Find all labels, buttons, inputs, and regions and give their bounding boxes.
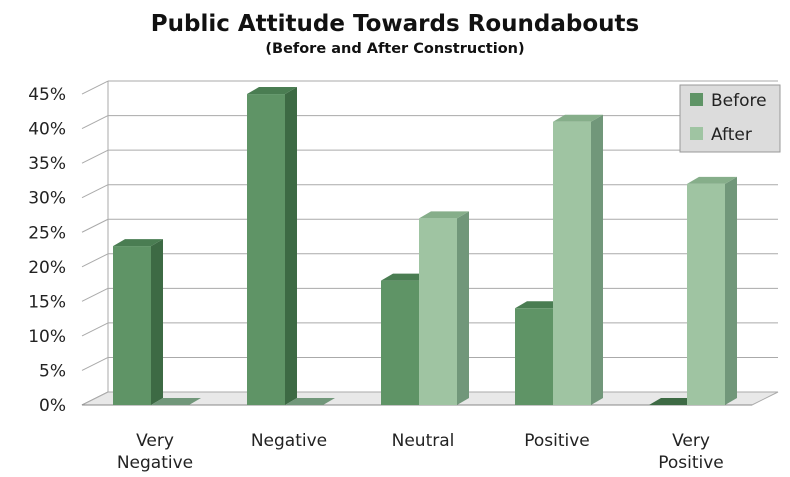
x-tick-label: Very Positive bbox=[658, 431, 724, 473]
y-tick-label: 10% bbox=[28, 327, 66, 347]
y-tick-label: 5% bbox=[39, 361, 66, 381]
y-tick-label: 45% bbox=[28, 85, 66, 105]
chart-subtitle: (Before and After Construction) bbox=[265, 41, 524, 57]
bar-after-3 bbox=[553, 114, 603, 405]
y-tick-label: 15% bbox=[28, 292, 66, 312]
x-tick-label: Neutral bbox=[392, 431, 455, 451]
bar-after-4 bbox=[687, 176, 737, 405]
bars bbox=[113, 87, 737, 406]
legend: Before After bbox=[679, 84, 781, 153]
x-tick-label: Positive bbox=[524, 431, 590, 451]
x-axis-ticks: Very Negative Negative Neutral Positive Very P… bbox=[117, 431, 724, 473]
bar-after-1 bbox=[285, 398, 335, 405]
y-tick-label: 25% bbox=[28, 223, 66, 243]
bar-before-1 bbox=[247, 87, 297, 406]
x-tick-label: Negative bbox=[251, 431, 327, 451]
legend-label-before: Before bbox=[711, 91, 767, 111]
bar-before-4 bbox=[649, 398, 699, 405]
legend-label-after: After bbox=[711, 125, 752, 145]
y-tick-label: 35% bbox=[28, 154, 66, 174]
bar-after-0 bbox=[151, 398, 201, 405]
y-tick-label: 30% bbox=[28, 189, 66, 209]
y-tick-label: 0% bbox=[39, 396, 66, 416]
bar-after-2 bbox=[419, 211, 469, 405]
x-tick-label: Very Negative bbox=[117, 431, 193, 473]
chart-title: Public Attitude Towards Roundabouts bbox=[151, 11, 640, 37]
legend-swatch-before bbox=[690, 93, 703, 106]
bar-before-0 bbox=[113, 239, 163, 405]
y-tick-label: 40% bbox=[28, 120, 66, 140]
y-axis-ticks: 0% 5% 10% 15% 20% 25% 30% 35% 40% 45% bbox=[28, 85, 66, 416]
y-tick-label: 20% bbox=[28, 258, 66, 278]
legend-swatch-after bbox=[690, 127, 703, 140]
